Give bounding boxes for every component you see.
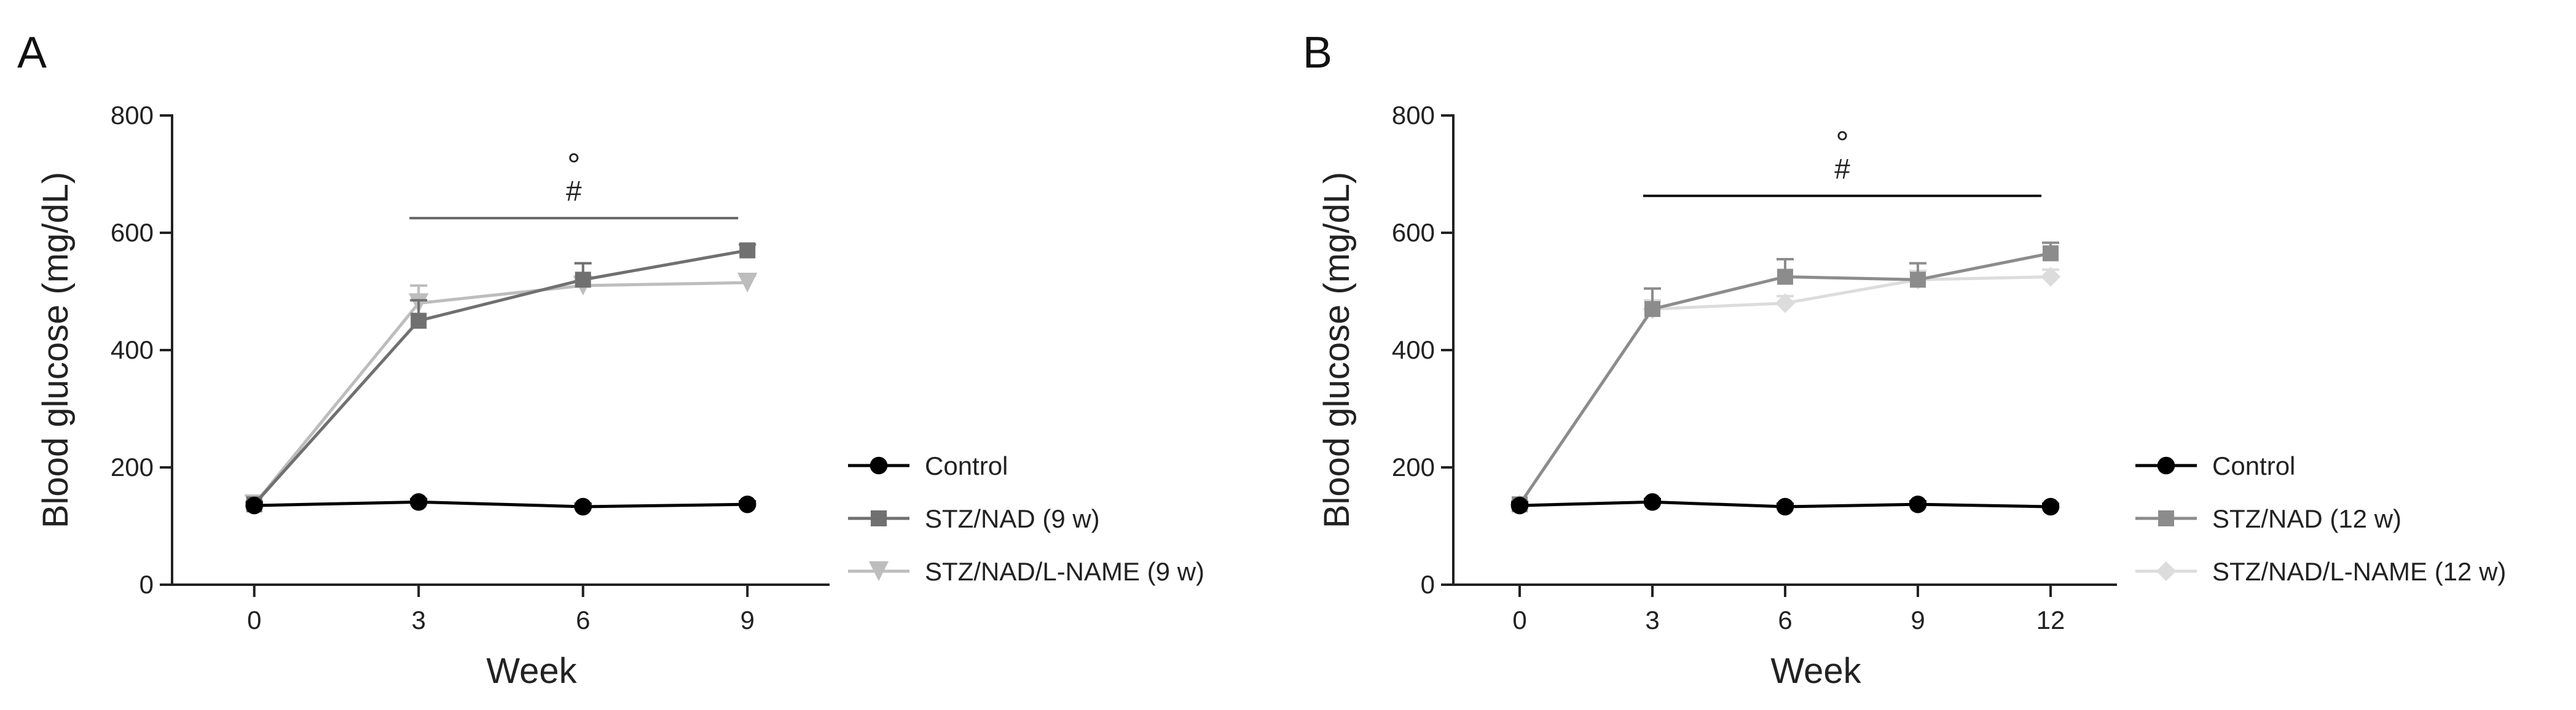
panel-b: B 0 200 400 600 800 0 3 6 9 12 Week Blood glucose (m… bbox=[1303, 28, 2506, 691]
data-point bbox=[1776, 497, 1794, 516]
y-tick-label: 400 bbox=[111, 335, 154, 364]
data-point bbox=[1775, 293, 1796, 313]
x-tick-label: 6 bbox=[1778, 606, 1792, 634]
data-point bbox=[1777, 268, 1793, 285]
legend-entry: STZ/NAD/L-NAME (9 w) bbox=[848, 557, 1204, 586]
x-tick-label: 3 bbox=[412, 606, 426, 634]
data-point bbox=[409, 493, 428, 511]
series-line bbox=[254, 500, 748, 509]
data-point bbox=[1510, 496, 1529, 515]
legend-swatch-marker bbox=[868, 561, 889, 582]
x-axis-title: Week bbox=[1770, 651, 1861, 691]
y-tick-label: 0 bbox=[1421, 570, 1435, 599]
data-point bbox=[245, 496, 264, 515]
data-point bbox=[2043, 245, 2059, 262]
legend-entry: Control bbox=[848, 451, 1008, 480]
x-tick-label: 0 bbox=[247, 606, 261, 634]
legend-label: STZ/NAD (9 w) bbox=[925, 504, 1100, 533]
data-point bbox=[739, 242, 756, 259]
x-tick-label: 3 bbox=[1645, 606, 1659, 634]
legend-entry: STZ/NAD (12 w) bbox=[2135, 504, 2401, 533]
panel-label: B bbox=[1303, 28, 1332, 77]
legend-swatch-marker bbox=[2157, 456, 2175, 475]
data-point bbox=[574, 497, 592, 516]
legend-entry: STZ/NAD/L-NAME (12 w) bbox=[2135, 557, 2506, 586]
data-point bbox=[737, 273, 758, 293]
y-tick-label: 400 bbox=[1392, 335, 1435, 364]
x-tick-label: 12 bbox=[2036, 606, 2065, 634]
data-point bbox=[410, 313, 427, 329]
x-tick-label: 6 bbox=[576, 606, 590, 634]
x-tick-label: 0 bbox=[1512, 606, 1526, 634]
data-point bbox=[1909, 495, 1927, 513]
panel-label: A bbox=[17, 28, 47, 77]
legend-swatch-marker bbox=[870, 456, 888, 475]
series-0 bbox=[1510, 493, 2060, 516]
hash-annotation: # bbox=[1834, 153, 1850, 185]
x-tick-label: 9 bbox=[1910, 606, 1925, 634]
y-tick-label: 800 bbox=[111, 101, 154, 130]
legend-swatch-marker bbox=[2158, 510, 2174, 526]
hash-annotation: # bbox=[566, 175, 582, 207]
y-tick-label: 600 bbox=[111, 218, 154, 247]
legend-entry: Control bbox=[2135, 451, 2295, 480]
series-line bbox=[1518, 251, 2051, 505]
circle-annotation: ° bbox=[567, 147, 581, 184]
y-tick-label: 600 bbox=[1392, 218, 1435, 247]
y-tick-label: 200 bbox=[111, 453, 154, 482]
panel-a: A 0 200 400 600 800 0 3 6 9 Week Blood glucose (mg/… bbox=[17, 28, 1204, 691]
legend-label: Control bbox=[2212, 451, 2295, 480]
legend-swatch-marker bbox=[2156, 561, 2177, 582]
legend-label: Control bbox=[925, 451, 1008, 480]
legend-label: STZ/NAD (12 w) bbox=[2212, 504, 2401, 533]
y-axis-title: Blood glucose (mg/dL) bbox=[1317, 172, 1357, 528]
y-axis-title: Blood glucose (mg/dL) bbox=[36, 172, 76, 528]
data-point bbox=[2040, 267, 2061, 287]
legend-swatch-marker bbox=[871, 510, 887, 526]
data-point bbox=[738, 495, 756, 513]
data-point bbox=[575, 271, 591, 288]
legend-label: STZ/NAD/L-NAME (9 w) bbox=[925, 557, 1204, 586]
circle-annotation: ° bbox=[1836, 125, 1849, 162]
data-point bbox=[1910, 271, 1926, 288]
series-1 bbox=[1511, 241, 2059, 513]
y-tick-label: 200 bbox=[1392, 453, 1435, 482]
series-line bbox=[253, 249, 748, 505]
series-2 bbox=[244, 273, 758, 515]
data-point bbox=[2041, 497, 2060, 516]
series-line bbox=[253, 281, 748, 505]
series-0 bbox=[245, 493, 756, 516]
x-axis-title: Week bbox=[486, 651, 577, 691]
x-tick-label: 9 bbox=[740, 606, 755, 634]
data-point bbox=[1644, 301, 1660, 318]
data-point bbox=[1643, 493, 1662, 511]
y-tick-label: 800 bbox=[1392, 101, 1435, 130]
y-tick-label: 0 bbox=[139, 570, 154, 599]
series-2 bbox=[1509, 267, 2061, 515]
legend-entry: STZ/NAD (9 w) bbox=[848, 504, 1100, 533]
legend-label: STZ/NAD/L-NAME (12 w) bbox=[2212, 557, 2506, 586]
